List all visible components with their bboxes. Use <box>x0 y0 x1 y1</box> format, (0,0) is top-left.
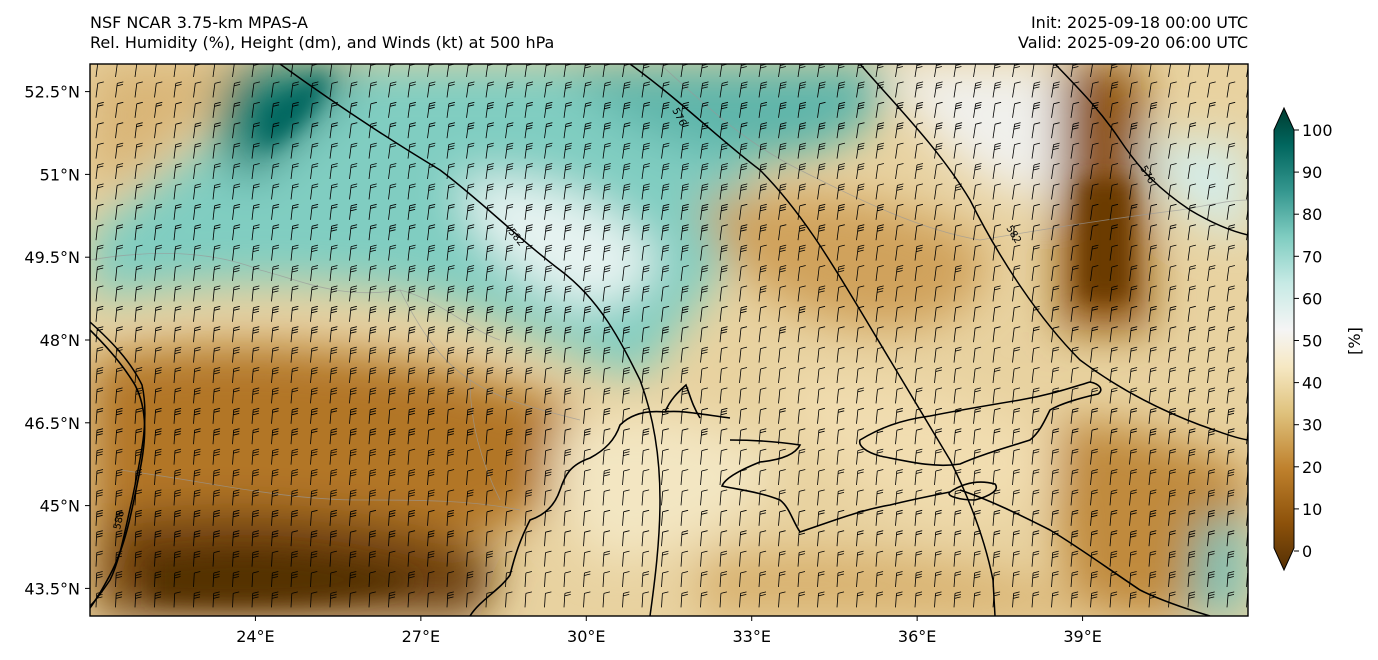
model-title: NSF NCAR 3.75-km MPAS-A <box>90 13 308 32</box>
latitude-tick-label: 51°N <box>40 165 80 184</box>
map-title-right: Init: 2025-09-18 00:00 UTC Valid: 2025-0… <box>1018 13 1248 53</box>
latitude-axis: 52.5°N 51°N 49.5°N 48°N 46.5°N 45°N 43.5°N <box>24 83 90 598</box>
colorbar-tick-label: 90 <box>1302 163 1322 182</box>
latitude-tick-label: 49.5°N <box>24 248 80 267</box>
colorbar-ticks: 0 10 20 30 40 50 60 70 80 90 100 <box>1294 121 1333 561</box>
latitude-tick-label: 48°N <box>40 331 80 350</box>
contour-588 <box>90 321 146 607</box>
humidity-field <box>90 64 1248 616</box>
colorbar-tick-label: 10 <box>1302 500 1322 519</box>
init-time: Init: 2025-09-18 00:00 UTC <box>1030 13 1248 32</box>
height-contours <box>90 64 1248 616</box>
colorbar-tick-label: 70 <box>1302 247 1322 266</box>
latitude-tick-label: 46.5°N <box>24 414 80 433</box>
colorbar-tick-label: 20 <box>1302 458 1322 477</box>
contour-582-west <box>279 64 661 616</box>
colorbar-unit-label: [%] <box>1345 327 1364 355</box>
colorbar-tick-label: 100 <box>1302 121 1333 140</box>
colorbar-bar <box>1273 106 1295 572</box>
colorbar-tick-label: 80 <box>1302 205 1322 224</box>
latitude-tick-label: 43.5°N <box>24 579 80 598</box>
longitude-tick-label: 33°E <box>732 627 770 646</box>
longitude-tick-label: 24°E <box>236 627 274 646</box>
contour-576-northeast <box>1054 64 1248 236</box>
latitude-tick-label: 45°N <box>40 497 80 516</box>
longitude-tick-label: 36°E <box>898 627 936 646</box>
colorbar-tick-label: 30 <box>1302 416 1322 435</box>
longitude-tick-label: 27°E <box>402 627 440 646</box>
longitude-tick-label: 39°E <box>1063 627 1101 646</box>
colorbar: 0 10 20 30 40 50 60 70 80 90 100 [%] <box>1273 106 1364 572</box>
field-description: Rel. Humidity (%), Height (dm), and Wind… <box>90 33 555 52</box>
longitude-tick-label: 30°E <box>567 627 605 646</box>
valid-time: Valid: 2025-09-20 06:00 UTC <box>1017 33 1248 52</box>
colorbar-tick-label: 0 <box>1302 542 1312 561</box>
contour-576-mid <box>629 64 996 616</box>
colorbar-tick-label: 50 <box>1302 332 1322 351</box>
wind-barbs <box>95 64 1248 608</box>
contour-582-east <box>859 64 1248 441</box>
longitude-axis: 24°E 27°E 30°E 33°E 36°E 39°E <box>236 616 1102 646</box>
colorbar-tick-label: 60 <box>1302 289 1322 308</box>
wind-barb-glyphs <box>95 64 1248 608</box>
latitude-tick-label: 52.5°N <box>24 83 80 102</box>
map-title-left: NSF NCAR 3.75-km MPAS-A Rel. Humidity (%… <box>90 13 554 53</box>
colorbar-tick-label: 40 <box>1302 374 1322 393</box>
